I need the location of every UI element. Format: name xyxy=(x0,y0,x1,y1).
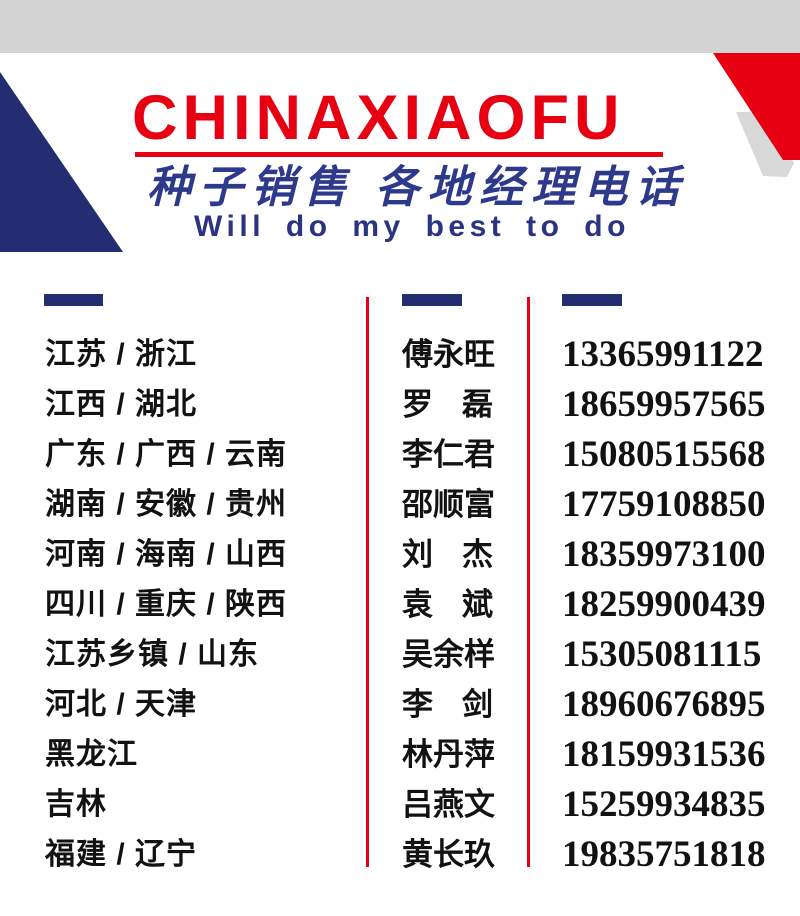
brand-title: CHINAXIAOFU xyxy=(132,83,625,153)
manager-name-cell: 袁斌 xyxy=(402,580,493,630)
manager-name-cell: 罗磊 xyxy=(402,380,493,430)
region-cell: 河南 / 海南 / 山西 xyxy=(45,538,288,571)
manager-name-cell: 吕燕文 xyxy=(402,780,495,830)
name-character: 燕 xyxy=(433,787,464,822)
phone-cell: 13365991122 xyxy=(562,334,764,375)
column-divider-left xyxy=(366,297,369,867)
region-cell: 江西 / 湖北 xyxy=(45,388,198,421)
name-character: 仁 xyxy=(433,437,464,472)
name-character: 吴 xyxy=(402,637,433,672)
manager-name-cell: 吴余样 xyxy=(402,630,495,680)
region-cell: 四川 / 重庆 / 陕西 xyxy=(45,588,288,621)
phone-cell: 19835751818 xyxy=(562,834,766,875)
region-cell: 湖南 / 安徽 / 贵州 xyxy=(45,488,288,521)
table-row: 福建 / 辽宁 黄长玖 19835751818 xyxy=(0,830,800,880)
name-character: 磊 xyxy=(462,387,493,422)
phone-column-marker xyxy=(562,294,622,306)
manager-name-cell: 林丹萍 xyxy=(402,730,495,780)
name-character: 玖 xyxy=(464,837,495,872)
name-character: 丹 xyxy=(433,737,464,772)
name-character: 君 xyxy=(464,437,495,472)
name-character: 顺 xyxy=(433,487,464,522)
phone-cell: 15259934835 xyxy=(562,784,766,825)
manager-name-cell: 李仁君 xyxy=(402,430,495,480)
table-row: 四川 / 重庆 / 陕西 袁斌 18259900439 xyxy=(0,580,800,630)
table-row: 广东 / 广西 / 云南 李仁君 15080515568 xyxy=(0,430,800,480)
name-character: 傅 xyxy=(402,337,433,372)
table-row: 江苏乡镇 / 山东 吴余样 15305081115 xyxy=(0,630,800,680)
name-character: 李 xyxy=(402,687,433,722)
table-row: 河北 / 天津 李剑 18960676895 xyxy=(0,680,800,730)
table-row: 黑龙江 林丹萍 18159931536 xyxy=(0,730,800,780)
name-character: 永 xyxy=(433,337,464,372)
column-divider-right xyxy=(527,297,530,867)
name-character: 剑 xyxy=(462,687,493,722)
region-column-marker xyxy=(44,294,103,306)
manager-name-cell: 傅永旺 xyxy=(402,330,495,380)
brand-underline xyxy=(135,152,663,157)
top-gray-bar xyxy=(0,0,800,53)
name-character: 黄 xyxy=(402,837,433,872)
phone-cell: 18359973100 xyxy=(562,534,766,575)
name-character: 刘 xyxy=(402,537,433,572)
region-cell: 江苏 / 浙江 xyxy=(45,338,198,371)
contact-table: 江苏 / 浙江 傅永旺 13365991122 江西 / 湖北 罗磊 1865995756… xyxy=(0,330,800,880)
region-cell: 福建 / 辽宁 xyxy=(45,838,198,871)
phone-cell: 15080515568 xyxy=(562,434,766,475)
manager-name-cell: 刘杰 xyxy=(402,530,493,580)
phone-cell: 17759108850 xyxy=(562,484,766,525)
name-character: 杰 xyxy=(462,537,493,572)
name-character: 余 xyxy=(433,637,464,672)
phone-cell: 18259900439 xyxy=(562,584,766,625)
name-character: 斌 xyxy=(462,587,493,622)
name-character: 文 xyxy=(464,787,495,822)
name-character: 林 xyxy=(402,737,433,772)
name-character: 富 xyxy=(464,487,495,522)
name-character: 罗 xyxy=(402,387,433,422)
phone-cell: 18659957565 xyxy=(562,384,766,425)
table-row: 吉林 吕燕文 15259934835 xyxy=(0,780,800,830)
phone-cell: 15305081115 xyxy=(562,634,762,675)
region-cell: 河北 / 天津 xyxy=(45,688,198,721)
name-character: 样 xyxy=(464,637,495,672)
name-character: 吕 xyxy=(402,787,433,822)
name-column-marker xyxy=(402,294,462,306)
subtitle-english: Will do my best to do xyxy=(194,210,630,243)
name-character: 长 xyxy=(433,837,464,872)
region-cell: 黑龙江 xyxy=(45,738,138,771)
table-row: 江西 / 湖北 罗磊 18659957565 xyxy=(0,380,800,430)
subtitle-chinese: 种子销售 各地经理电话 xyxy=(147,163,688,212)
region-cell: 广东 / 广西 / 云南 xyxy=(45,438,288,471)
manager-name-cell: 黄长玖 xyxy=(402,830,495,880)
phone-cell: 18960676895 xyxy=(562,684,766,725)
phone-cell: 18159931536 xyxy=(562,734,766,775)
region-cell: 江苏乡镇 / 山东 xyxy=(45,638,260,671)
region-cell: 吉林 xyxy=(45,788,107,821)
name-character: 旺 xyxy=(464,337,495,372)
name-character: 袁 xyxy=(402,587,433,622)
table-row: 湖南 / 安徽 / 贵州 邵顺富 17759108850 xyxy=(0,480,800,530)
name-character: 邵 xyxy=(402,487,433,522)
table-row: 江苏 / 浙江 傅永旺 13365991122 xyxy=(0,330,800,380)
manager-name-cell: 邵顺富 xyxy=(402,480,495,530)
table-row: 河南 / 海南 / 山西 刘杰 18359973100 xyxy=(0,530,800,580)
name-character: 李 xyxy=(402,437,433,472)
name-character: 萍 xyxy=(464,737,495,772)
manager-name-cell: 李剑 xyxy=(402,680,493,730)
